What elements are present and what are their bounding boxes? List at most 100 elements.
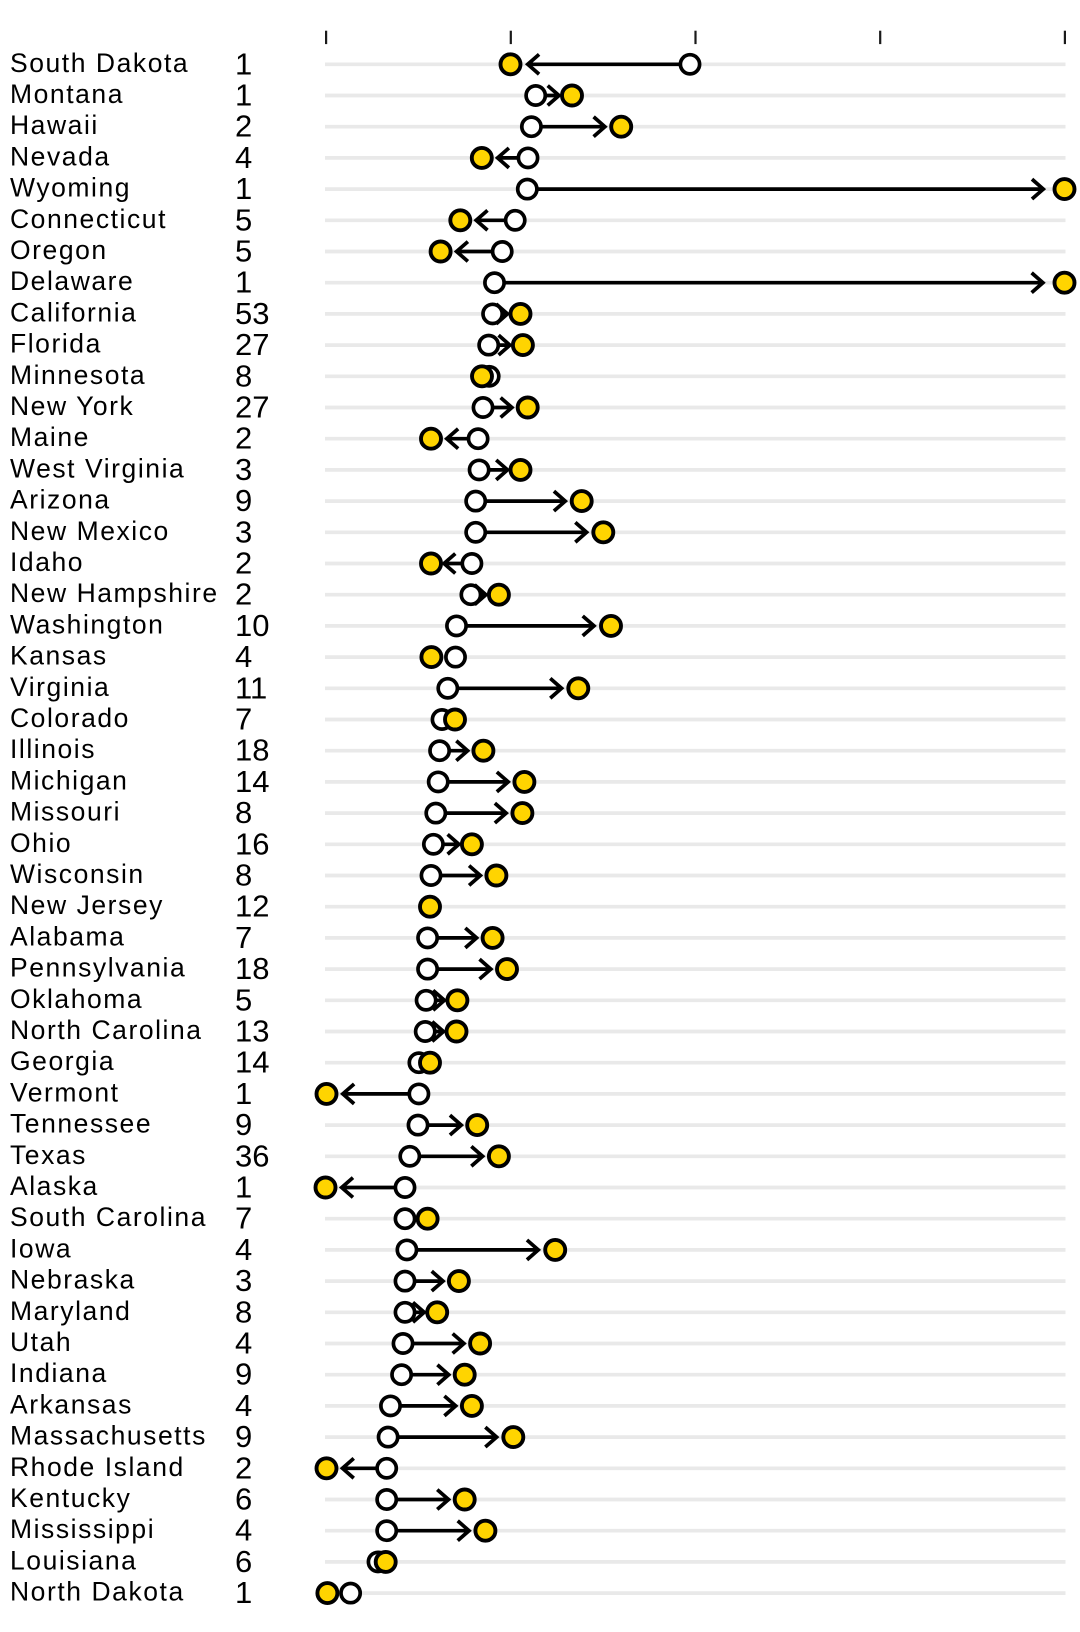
svg-text:Minnesota: Minnesota [10, 360, 146, 390]
svg-text:7: 7 [235, 1201, 252, 1236]
svg-text:Montana: Montana [10, 79, 124, 109]
svg-text:Missouri: Missouri [10, 797, 121, 827]
svg-text:Iowa: Iowa [10, 1233, 72, 1263]
svg-text:5: 5 [235, 234, 252, 269]
svg-text:North Carolina: North Carolina [10, 1015, 203, 1045]
svg-text:11: 11 [235, 670, 267, 705]
svg-text:16: 16 [235, 826, 269, 861]
svg-text:12: 12 [235, 889, 269, 924]
svg-text:9: 9 [235, 1357, 252, 1392]
svg-text:7: 7 [235, 920, 252, 955]
svg-text:Massachusetts: Massachusetts [10, 1421, 207, 1451]
svg-text:South Dakota: South Dakota [10, 48, 189, 78]
svg-text:9: 9 [235, 483, 252, 518]
svg-text:Maine: Maine [10, 422, 90, 452]
svg-text:Utah: Utah [10, 1327, 72, 1357]
svg-text:27: 27 [235, 327, 269, 362]
svg-text:Nebraska: Nebraska [10, 1265, 136, 1295]
svg-text:Connecticut: Connecticut [10, 204, 167, 234]
svg-text:8: 8 [235, 358, 252, 393]
svg-text:14: 14 [235, 1045, 269, 1080]
svg-text:North Dakota: North Dakota [10, 1577, 185, 1607]
svg-text:Texas: Texas [10, 1140, 87, 1170]
svg-text:Maryland: Maryland [10, 1296, 131, 1326]
svg-text:2: 2 [235, 109, 252, 144]
svg-text:9: 9 [235, 1107, 252, 1142]
svg-text:10: 10 [235, 608, 269, 643]
svg-text:18: 18 [235, 733, 269, 768]
svg-text:6: 6 [235, 1482, 252, 1517]
svg-text:Virginia: Virginia [10, 672, 110, 702]
svg-text:Colorado: Colorado [10, 703, 130, 733]
svg-text:27: 27 [235, 390, 269, 425]
svg-text:Louisiana: Louisiana [10, 1545, 137, 1575]
svg-text:4: 4 [235, 1232, 252, 1267]
svg-text:Mississippi: Mississippi [10, 1514, 155, 1544]
svg-text:14: 14 [235, 764, 269, 799]
svg-text:53: 53 [235, 296, 269, 331]
svg-text:1: 1 [235, 46, 252, 81]
svg-text:Oregon: Oregon [10, 235, 108, 265]
svg-text:4: 4 [235, 1513, 252, 1548]
svg-text:4: 4 [235, 639, 252, 674]
svg-text:3: 3 [235, 1263, 252, 1298]
svg-text:New Mexico: New Mexico [10, 516, 170, 546]
svg-text:1: 1 [235, 78, 252, 113]
svg-text:Kentucky: Kentucky [10, 1483, 131, 1513]
svg-text:Delaware: Delaware [10, 266, 134, 296]
svg-text:5: 5 [235, 982, 252, 1017]
svg-text:Wyoming: Wyoming [10, 173, 131, 203]
svg-text:1: 1 [235, 265, 252, 300]
svg-text:5: 5 [235, 202, 252, 237]
svg-text:Ohio: Ohio [10, 828, 72, 858]
svg-text:New Jersey: New Jersey [10, 890, 164, 920]
svg-text:Tennessee: Tennessee [10, 1109, 152, 1139]
svg-text:8: 8 [235, 795, 252, 830]
svg-text:Washington: Washington [10, 609, 164, 639]
svg-text:4: 4 [235, 140, 252, 175]
svg-text:Arizona: Arizona [10, 485, 111, 515]
svg-text:Indiana: Indiana [10, 1358, 108, 1388]
svg-text:2: 2 [235, 577, 252, 612]
svg-text:Vermont: Vermont [10, 1077, 120, 1107]
svg-text:13: 13 [235, 1014, 269, 1049]
svg-text:3: 3 [235, 452, 252, 487]
svg-text:Illinois: Illinois [10, 734, 96, 764]
svg-text:Alabama: Alabama [10, 921, 125, 951]
svg-text:Arkansas: Arkansas [10, 1389, 133, 1419]
svg-text:Idaho: Idaho [10, 547, 84, 577]
svg-text:Wisconsin: Wisconsin [10, 859, 145, 889]
svg-text:1: 1 [235, 1575, 252, 1610]
svg-text:7: 7 [235, 702, 252, 737]
svg-text:6: 6 [235, 1544, 252, 1579]
svg-text:4: 4 [235, 1388, 252, 1423]
svg-text:18: 18 [235, 951, 269, 986]
svg-text:Michigan: Michigan [10, 765, 128, 795]
svg-text:Georgia: Georgia [10, 1046, 115, 1076]
svg-text:1: 1 [235, 1076, 252, 1111]
svg-text:South Carolina: South Carolina [10, 1202, 207, 1232]
svg-text:36: 36 [235, 1138, 269, 1173]
svg-text:4: 4 [235, 1326, 252, 1361]
svg-text:9: 9 [235, 1419, 252, 1454]
svg-text:West Virginia: West Virginia [10, 453, 185, 483]
svg-text:Kansas: Kansas [10, 641, 108, 671]
svg-text:New York: New York [10, 391, 134, 421]
svg-text:2: 2 [235, 546, 252, 581]
svg-text:Oklahoma: Oklahoma [10, 984, 143, 1014]
svg-text:8: 8 [235, 1294, 252, 1329]
svg-text:1: 1 [235, 171, 252, 206]
svg-text:8: 8 [235, 858, 252, 893]
svg-text:Nevada: Nevada [10, 141, 111, 171]
svg-text:California: California [10, 297, 137, 327]
svg-text:2: 2 [235, 1450, 252, 1485]
svg-text:2: 2 [235, 421, 252, 456]
svg-text:Florida: Florida [10, 329, 102, 359]
svg-text:New Hampshire: New Hampshire [10, 578, 219, 608]
svg-text:Rhode Island: Rhode Island [10, 1452, 185, 1482]
svg-text:Alaska: Alaska [10, 1171, 99, 1201]
svg-text:1: 1 [235, 1170, 252, 1205]
svg-text:3: 3 [235, 514, 252, 549]
svg-text:Pennsylvania: Pennsylvania [10, 953, 186, 983]
svg-text:Hawaii: Hawaii [10, 110, 99, 140]
